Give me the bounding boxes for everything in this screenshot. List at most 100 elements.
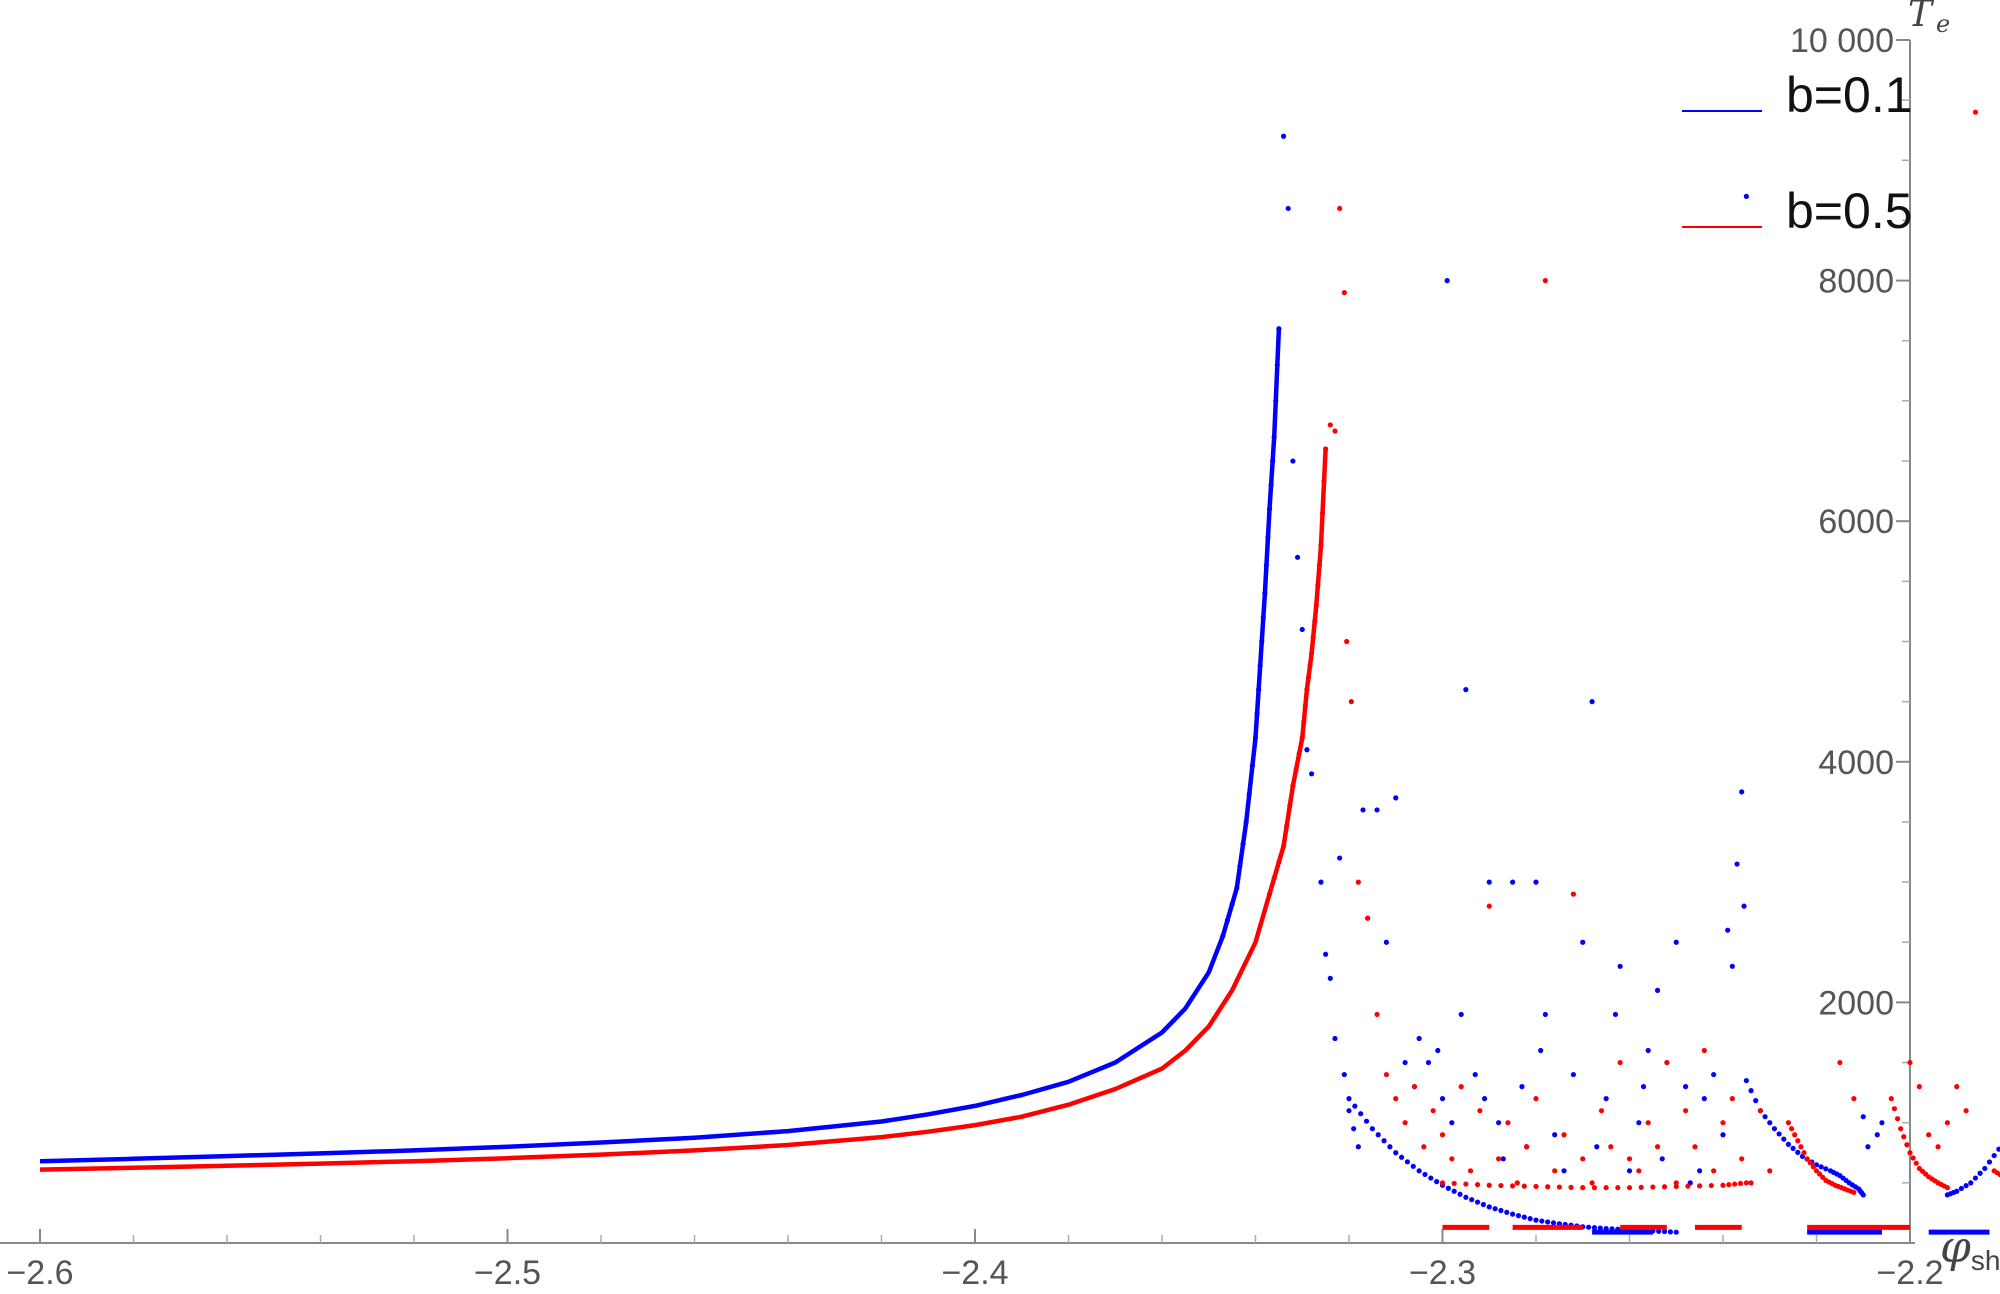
data-point — [1638, 1184, 1644, 1190]
x-tick-label: −2.5 — [474, 1254, 541, 1292]
data-point — [1296, 751, 1302, 757]
data-point — [1220, 933, 1226, 939]
data-point — [1301, 719, 1307, 725]
data-point — [1458, 1084, 1464, 1090]
data-point — [1888, 1096, 1894, 1102]
data-point — [1654, 987, 1661, 993]
data-point — [1416, 1168, 1422, 1174]
data-point — [1545, 1184, 1551, 1190]
data-point — [1894, 1116, 1901, 1122]
data-point — [1820, 1174, 1826, 1180]
data-point — [1467, 1168, 1474, 1174]
data-point — [1767, 1120, 1773, 1126]
data-point — [1720, 1182, 1726, 1188]
data-point — [1692, 1144, 1698, 1150]
data-point — [1355, 879, 1361, 885]
data-point — [1492, 1206, 1498, 1212]
data-point — [1901, 1134, 1907, 1140]
data-point — [1608, 1144, 1614, 1150]
data-point — [1570, 891, 1576, 897]
data-point — [1963, 1108, 1969, 1114]
data-point — [1224, 917, 1231, 923]
data-point — [1533, 1217, 1539, 1223]
data-point — [1804, 1156, 1810, 1162]
data-point — [1521, 1214, 1527, 1220]
data-point — [1268, 482, 1274, 488]
legend-label-b05: b=0.5 — [1786, 183, 1913, 239]
data-point — [1785, 1141, 1792, 1147]
data-point — [1262, 590, 1268, 596]
data-point — [1591, 1185, 1598, 1191]
data-point — [1729, 963, 1735, 969]
data-point — [1256, 687, 1262, 693]
data-point — [1823, 1166, 1829, 1172]
data-point — [1500, 1156, 1506, 1162]
data-point — [1463, 1181, 1469, 1187]
data-point — [1259, 638, 1265, 645]
data-point — [1402, 1120, 1408, 1126]
data-point — [1425, 1059, 1432, 1066]
data-point — [1421, 1144, 1427, 1150]
data-point — [1449, 1120, 1455, 1126]
data-point — [1257, 662, 1263, 669]
y-axis-label-sub: e — [1936, 10, 1950, 38]
data-point — [1351, 1126, 1357, 1132]
data-point — [1617, 1059, 1623, 1066]
x-tick-label: −2.4 — [941, 1254, 1008, 1292]
data-point — [1743, 193, 1749, 199]
data-point — [1533, 1096, 1539, 1102]
data-point — [1318, 542, 1324, 548]
data-point — [1416, 1035, 1422, 1042]
data-point — [1451, 1180, 1457, 1187]
data-point — [1720, 1120, 1726, 1126]
data-point — [1480, 1201, 1487, 1208]
ticks: −2.6 −2.5 −2.4 −2.3 −2.2 2000 4000 6000 8000 10 0… — [6, 22, 1943, 1292]
data-point — [1299, 626, 1305, 633]
data-point — [1737, 1180, 1744, 1187]
data-point — [1580, 939, 1586, 945]
data-point — [1898, 1126, 1904, 1132]
data-point — [1640, 1084, 1647, 1090]
data-point — [1265, 534, 1271, 540]
data-point — [1865, 1144, 1871, 1150]
data-point — [1332, 428, 1338, 434]
data-point — [1910, 1155, 1916, 1161]
data-point — [1667, 1229, 1674, 1235]
data-point — [1795, 1149, 1801, 1155]
data-point — [1276, 326, 1282, 332]
y-tick-label: 10 000 — [1790, 22, 1894, 60]
series-curve — [39, 328, 1282, 1164]
data-point — [1944, 1185, 1950, 1191]
data-point — [1496, 1120, 1502, 1126]
data-point — [1907, 1150, 1913, 1156]
y-tick-label: 2000 — [1818, 984, 1894, 1022]
data-point — [1402, 1059, 1408, 1066]
data-point — [1580, 1156, 1586, 1162]
data-point — [1341, 1071, 1347, 1078]
data-point — [1369, 1126, 1375, 1132]
data-point — [1260, 614, 1266, 621]
data-point — [1498, 1182, 1504, 1189]
data-point — [1807, 1160, 1813, 1166]
data-point — [1383, 939, 1389, 945]
data-point — [1337, 205, 1343, 212]
data-point — [1280, 843, 1287, 849]
data-point — [1363, 1118, 1370, 1124]
data-point — [1552, 1168, 1558, 1174]
data-point — [1743, 1077, 1749, 1084]
data-point — [1552, 1132, 1558, 1138]
data-point — [1481, 1096, 1488, 1102]
data-point — [1598, 1108, 1605, 1114]
data-point — [1617, 963, 1623, 969]
data-point — [1935, 1144, 1941, 1150]
data-point — [1309, 650, 1315, 657]
data-point — [1246, 791, 1252, 797]
data-point — [1916, 1084, 1922, 1090]
data-point — [1661, 1184, 1668, 1190]
data-point — [1561, 1132, 1567, 1138]
data-point — [1510, 1211, 1516, 1217]
data-point — [1636, 1120, 1642, 1126]
data-point — [1276, 859, 1282, 865]
data-point — [1514, 1180, 1520, 1186]
